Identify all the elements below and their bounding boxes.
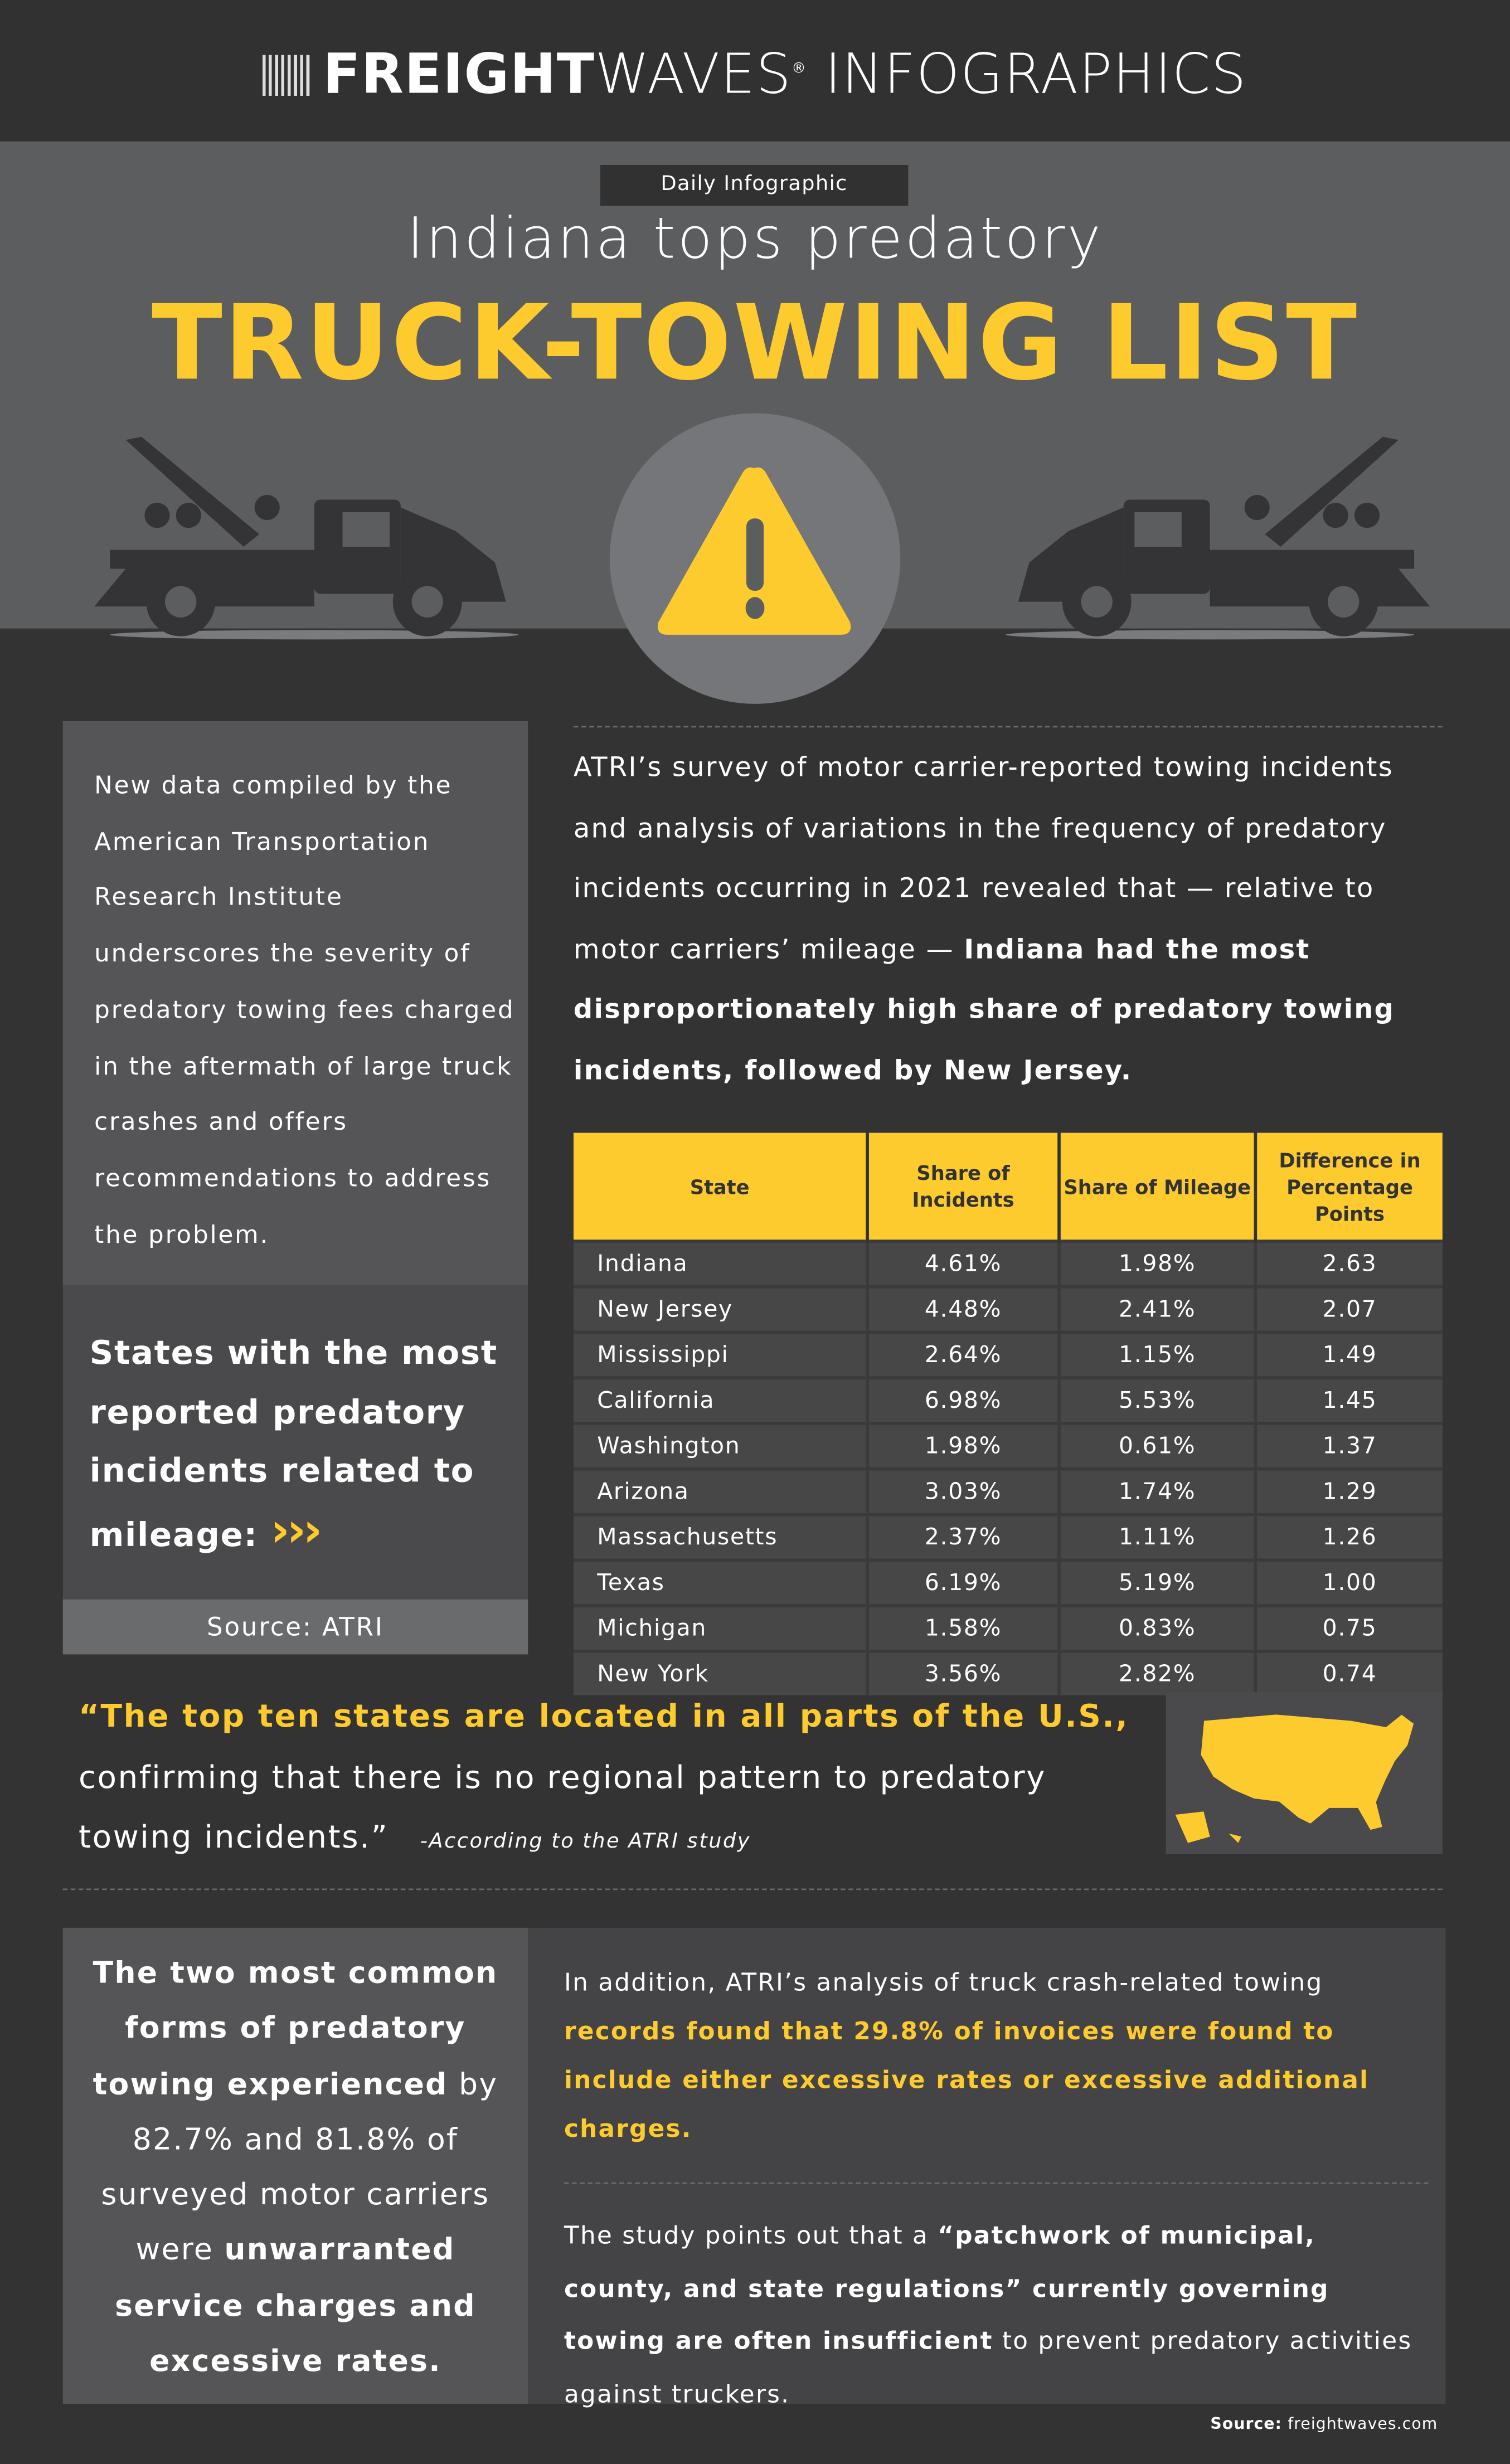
mileage-cell: 1.98% xyxy=(1057,1240,1256,1287)
table-row: Indiana 4.61% 1.98% 2.63 xyxy=(573,1240,1443,1287)
states-heading-panel: States with the most reported predatory … xyxy=(62,1285,528,1600)
incidents-cell: 2.37% xyxy=(866,1513,1060,1561)
table-row: Massachusetts 2.37% 1.11% 1.26 xyxy=(573,1513,1443,1561)
mileage-cell: 2.82% xyxy=(1057,1649,1256,1695)
difference-cell: 1.45 xyxy=(1254,1376,1443,1424)
mileage-cell: 2.41% xyxy=(1057,1285,1256,1333)
incidents-cell: 6.98% xyxy=(866,1376,1060,1424)
state-cell: Washington xyxy=(573,1422,868,1469)
page-subtitle: Indiana tops predatory xyxy=(407,207,1103,272)
footer-source: Source: freightwaves.com xyxy=(1210,2416,1438,2434)
table-row: Mississippi 2.64% 1.15% 1.49 xyxy=(573,1330,1443,1378)
divider xyxy=(62,1888,1443,1890)
warning-icon xyxy=(658,467,851,635)
chevrons-right-icon: ››› xyxy=(270,1503,322,1558)
mileage-cell: 5.53% xyxy=(1057,1376,1256,1424)
table-row: Arizona 3.03% 1.74% 1.29 xyxy=(573,1467,1443,1515)
state-cell: California xyxy=(573,1376,868,1424)
divider xyxy=(564,2182,1429,2184)
incidents-cell: 1.98% xyxy=(866,1422,1060,1469)
table-row: California 6.98% 5.53% 1.45 xyxy=(573,1376,1443,1424)
analysis-panel: In addition, ATRI’s analysis of truck cr… xyxy=(528,1927,1446,2408)
difference-cell: 1.37 xyxy=(1254,1422,1443,1469)
mileage-cell: 0.83% xyxy=(1057,1604,1256,1651)
table-row: New Jersey 4.48% 2.41% 2.07 xyxy=(573,1285,1443,1333)
state-cell: Massachusetts xyxy=(573,1513,868,1561)
incidents-cell: 3.56% xyxy=(866,1649,1060,1695)
states-table: State Share of Incidents Share of Mileag… xyxy=(573,1133,1443,1695)
common-forms-panel: The two most common forms of predatory t… xyxy=(62,1927,528,2404)
daily-badge: Daily Infographic xyxy=(600,164,909,206)
state-cell: Mississippi xyxy=(573,1330,868,1378)
difference-cell: 1.29 xyxy=(1254,1467,1443,1515)
page-title: TRUCK-TOWING LIST xyxy=(151,283,1359,404)
state-cell: New Jersey xyxy=(573,1285,868,1333)
state-cell: Arizona xyxy=(573,1467,868,1515)
incidents-cell: 6.19% xyxy=(866,1558,1060,1606)
quote: “The top ten states are located in all p… xyxy=(78,1697,1129,1856)
incidents-cell: 2.64% xyxy=(866,1330,1060,1378)
difference-cell: 1.26 xyxy=(1254,1513,1443,1561)
table-row: Michigan 1.58% 0.83% 0.75 xyxy=(573,1604,1443,1651)
mileage-cell: 1.74% xyxy=(1057,1467,1256,1515)
tow-truck-icon xyxy=(1006,436,1430,640)
intro-text: ATRI’s survey of motor carrier-reported … xyxy=(573,752,1395,1087)
table-row: New York 3.56% 2.82% 0.74 xyxy=(573,1649,1443,1695)
incidents-cell: 4.48% xyxy=(866,1285,1060,1333)
incidents-cell: 4.61% xyxy=(866,1240,1060,1287)
state-cell: Texas xyxy=(573,1558,868,1606)
state-cell: Michigan xyxy=(573,1604,868,1651)
mileage-cell: 1.15% xyxy=(1057,1330,1256,1378)
tow-truck-icon xyxy=(94,436,519,640)
difference-cell: 2.07 xyxy=(1254,1285,1443,1333)
divider xyxy=(573,726,1443,728)
freightwaves-logo: FREIGHTWAVES® INFOGRAPHICS xyxy=(0,44,1510,107)
mileage-cell: 1.11% xyxy=(1057,1513,1256,1561)
difference-cell: 2.63 xyxy=(1254,1240,1443,1287)
us-map-panel xyxy=(1166,1692,1443,1854)
table-row: Washington 1.98% 0.61% 1.37 xyxy=(573,1422,1443,1469)
difference-cell: 0.75 xyxy=(1254,1604,1443,1651)
intro-panel: New data compiled by the American Transp… xyxy=(62,721,528,1285)
mileage-cell: 5.19% xyxy=(1057,1558,1256,1606)
logo-bars-icon xyxy=(263,55,310,96)
difference-cell: 0.74 xyxy=(1254,1649,1443,1695)
state-cell: Indiana xyxy=(573,1240,868,1287)
us-map-icon xyxy=(1175,1713,1415,1843)
incidents-cell: 1.58% xyxy=(866,1604,1060,1651)
difference-cell: 1.00 xyxy=(1254,1558,1443,1606)
source-label: Source: ATRI xyxy=(62,1599,528,1655)
difference-cell: 1.49 xyxy=(1254,1330,1443,1378)
mileage-cell: 0.61% xyxy=(1057,1422,1256,1469)
header xyxy=(0,0,1510,142)
state-cell: New York xyxy=(573,1649,868,1695)
incidents-cell: 3.03% xyxy=(866,1467,1060,1515)
table-row: Texas 6.19% 5.19% 1.00 xyxy=(573,1558,1443,1606)
